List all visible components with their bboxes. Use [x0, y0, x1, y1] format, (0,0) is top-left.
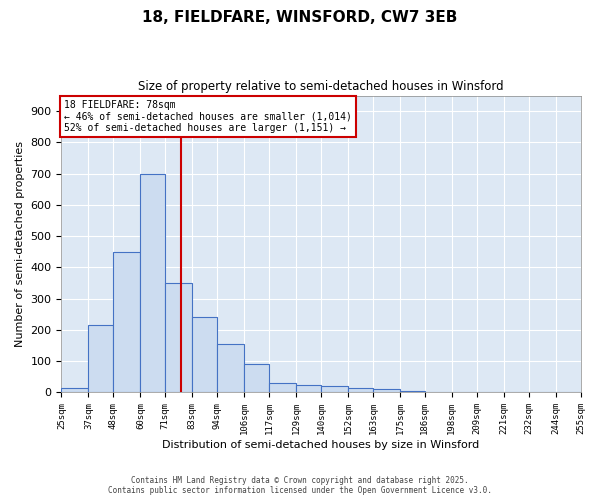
Bar	[296, 384, 321, 392]
X-axis label: Distribution of semi-detached houses by size in Winsford: Distribution of semi-detached houses by …	[163, 440, 479, 450]
Bar	[348, 388, 373, 392]
Bar	[244, 364, 269, 392]
Bar	[217, 344, 244, 393]
Bar	[373, 390, 400, 392]
Bar	[269, 383, 296, 392]
Bar	[193, 318, 217, 392]
Text: Contains HM Land Registry data © Crown copyright and database right 2025.
Contai: Contains HM Land Registry data © Crown c…	[108, 476, 492, 495]
Text: 18, FIELDFARE, WINSFORD, CW7 3EB: 18, FIELDFARE, WINSFORD, CW7 3EB	[142, 10, 458, 25]
Bar	[113, 252, 140, 392]
Bar	[165, 283, 193, 393]
Text: 18 FIELDFARE: 78sqm
← 46% of semi-detached houses are smaller (1,014)
52% of sem: 18 FIELDFARE: 78sqm ← 46% of semi-detach…	[64, 100, 352, 133]
Bar	[400, 391, 425, 392]
Y-axis label: Number of semi-detached properties: Number of semi-detached properties	[15, 141, 25, 347]
Bar	[61, 388, 88, 392]
Bar	[140, 174, 165, 392]
Title: Size of property relative to semi-detached houses in Winsford: Size of property relative to semi-detach…	[138, 80, 504, 93]
Bar	[88, 326, 113, 392]
Bar	[321, 386, 348, 392]
